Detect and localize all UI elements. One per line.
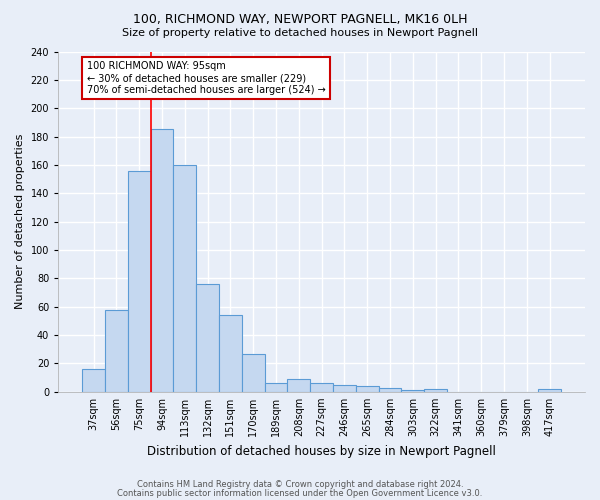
X-axis label: Distribution of detached houses by size in Newport Pagnell: Distribution of detached houses by size … bbox=[147, 444, 496, 458]
Text: 100 RICHMOND WAY: 95sqm
← 30% of detached houses are smaller (229)
70% of semi-d: 100 RICHMOND WAY: 95sqm ← 30% of detache… bbox=[87, 62, 325, 94]
Text: Contains public sector information licensed under the Open Government Licence v3: Contains public sector information licen… bbox=[118, 488, 482, 498]
Text: 100, RICHMOND WAY, NEWPORT PAGNELL, MK16 0LH: 100, RICHMOND WAY, NEWPORT PAGNELL, MK16… bbox=[133, 12, 467, 26]
Bar bbox=[401, 390, 424, 392]
Bar bbox=[196, 284, 219, 392]
Bar bbox=[379, 388, 401, 392]
Bar bbox=[538, 389, 561, 392]
Y-axis label: Number of detached properties: Number of detached properties bbox=[15, 134, 25, 310]
Bar bbox=[242, 354, 265, 392]
Bar bbox=[219, 315, 242, 392]
Bar bbox=[173, 165, 196, 392]
Bar bbox=[128, 170, 151, 392]
Bar bbox=[310, 384, 333, 392]
Bar bbox=[105, 310, 128, 392]
Bar bbox=[356, 386, 379, 392]
Bar bbox=[333, 384, 356, 392]
Bar bbox=[287, 379, 310, 392]
Bar bbox=[424, 389, 447, 392]
Text: Contains HM Land Registry data © Crown copyright and database right 2024.: Contains HM Land Registry data © Crown c… bbox=[137, 480, 463, 489]
Bar bbox=[82, 369, 105, 392]
Bar bbox=[265, 384, 287, 392]
Bar bbox=[151, 130, 173, 392]
Text: Size of property relative to detached houses in Newport Pagnell: Size of property relative to detached ho… bbox=[122, 28, 478, 38]
